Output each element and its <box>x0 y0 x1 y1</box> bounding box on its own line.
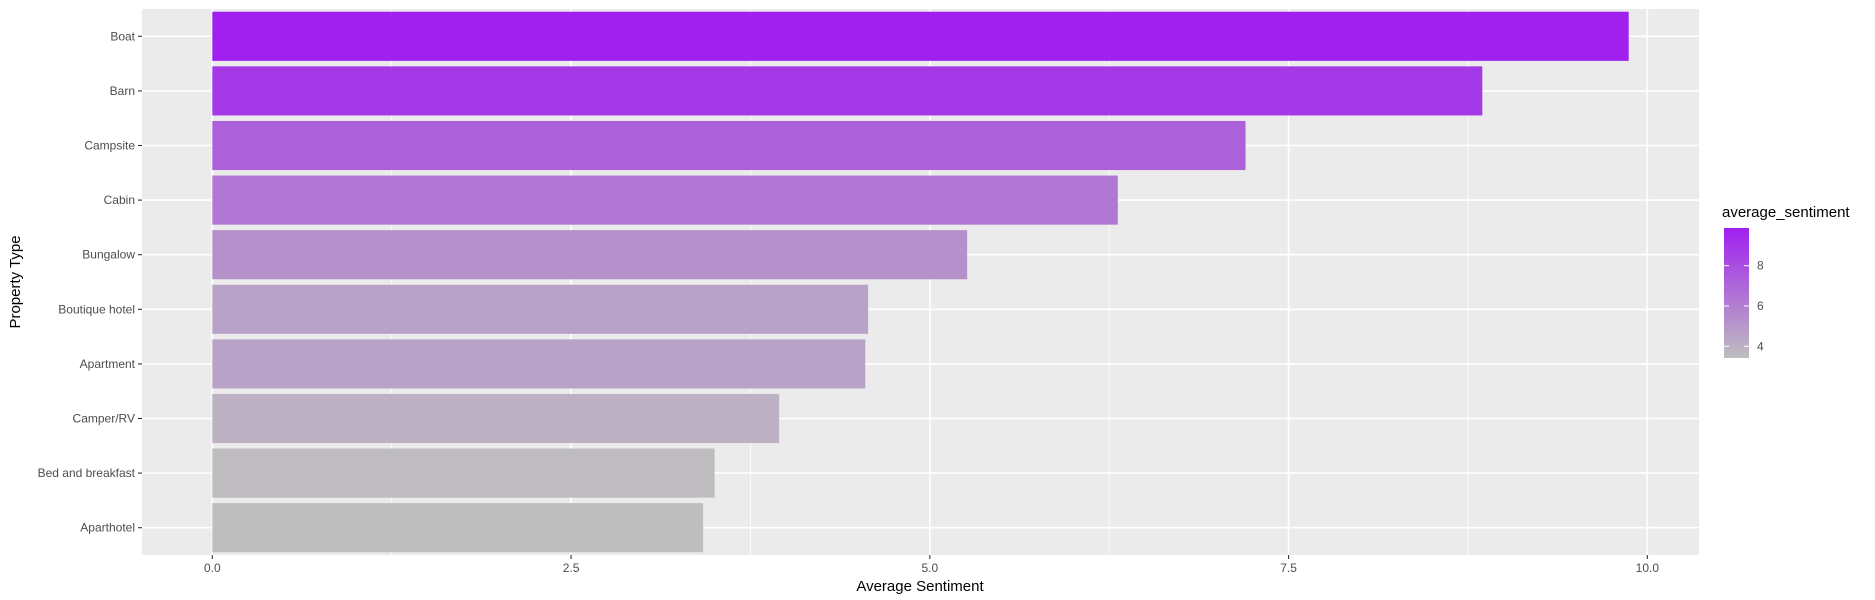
legend-colorbar <box>1724 228 1749 358</box>
x-axis-title: Average Sentiment <box>856 578 984 595</box>
y-tick-label: Apartment <box>80 357 136 371</box>
legend-tick-label: 6 <box>1757 299 1764 313</box>
bars <box>212 11 1629 553</box>
y-axis-title: Property Type <box>7 235 24 328</box>
y-tick-label: Barn <box>110 84 135 98</box>
bar <box>212 11 1629 61</box>
y-tick-label: Boutique hotel <box>58 302 135 316</box>
x-tick-label: 10.0 <box>1636 561 1660 575</box>
y-tick-label: Boat <box>110 29 135 43</box>
y-tick-label: Bed and breakfast <box>38 466 136 480</box>
bar <box>212 120 1246 171</box>
legend-tick-label: 4 <box>1757 339 1764 353</box>
x-tick-label: 2.5 <box>563 561 580 575</box>
legend-tick-label: 8 <box>1757 259 1764 273</box>
bar <box>212 175 1118 225</box>
legend-ticks: 4 6 8 <box>1724 259 1764 353</box>
bar <box>212 230 968 280</box>
bar <box>212 503 704 553</box>
bar <box>212 66 1483 116</box>
y-tick-label: Aparthotel <box>80 521 135 535</box>
x-tick-label: 7.5 <box>1280 561 1297 575</box>
x-axis: 0.0 2.5 5.0 7.5 10.0 <box>204 555 1659 575</box>
x-tick-label: 5.0 <box>921 561 938 575</box>
y-tick-label: Campsite <box>84 139 135 153</box>
bar <box>212 284 869 334</box>
bar <box>212 339 866 389</box>
bar <box>212 448 715 498</box>
y-tick-label: Bungalow <box>82 248 135 262</box>
y-tick-label: Cabin <box>104 193 135 207</box>
bar <box>212 393 780 444</box>
y-tick-label: Camper/RV <box>73 412 135 426</box>
y-axis: Boat Barn Campsite Cabin Bungalow Boutique ho… <box>38 29 142 535</box>
x-tick-label: 0.0 <box>204 561 221 575</box>
legend: average_sentiment 4 6 8 <box>1722 204 1850 358</box>
legend-title: average_sentiment <box>1722 204 1850 221</box>
